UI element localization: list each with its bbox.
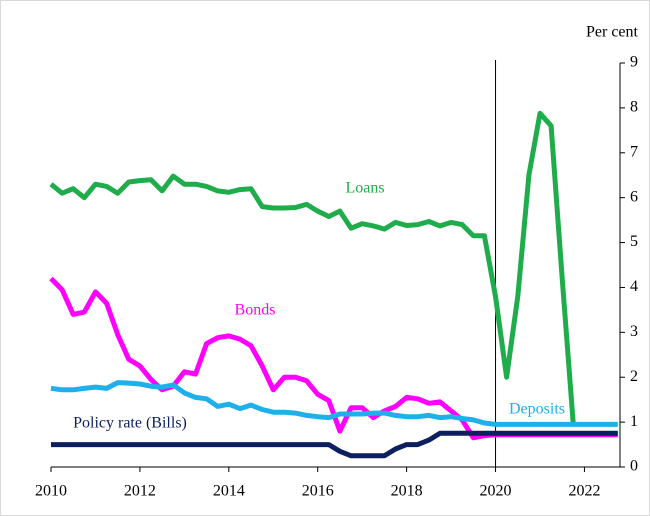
y-tick-label: 9 bbox=[630, 54, 638, 71]
y-tick-label: 7 bbox=[630, 143, 638, 160]
y-axis-label: Per cent bbox=[586, 24, 639, 41]
y-tick-label: 8 bbox=[630, 99, 638, 116]
series-line bbox=[50, 380, 618, 427]
y-tick-label: 5 bbox=[630, 233, 638, 250]
series-line bbox=[49, 110, 576, 425]
y-tick-label: 6 bbox=[630, 188, 638, 205]
series-line bbox=[51, 430, 618, 459]
y-tick-label: 1 bbox=[630, 413, 638, 430]
y-tick-label: 4 bbox=[630, 278, 638, 295]
series-label: Policy rate (Bills) bbox=[73, 415, 187, 432]
x-tick-label: 2016 bbox=[302, 483, 334, 500]
x-tick-label: 2018 bbox=[391, 483, 423, 500]
x-tick-label: 2012 bbox=[124, 483, 156, 500]
y-tick-label: 0 bbox=[630, 458, 638, 475]
x-tick-label: 2022 bbox=[568, 483, 600, 500]
series-label: Deposits bbox=[509, 401, 565, 418]
y-tick-label: 3 bbox=[630, 323, 638, 340]
series-label: Loans bbox=[345, 180, 384, 197]
x-tick-label: 2010 bbox=[35, 483, 67, 500]
series-label: Bonds bbox=[235, 302, 276, 319]
x-tick-label: 2020 bbox=[480, 483, 512, 500]
y-tick-label: 2 bbox=[630, 368, 638, 385]
x-tick-label: 2014 bbox=[213, 483, 245, 500]
